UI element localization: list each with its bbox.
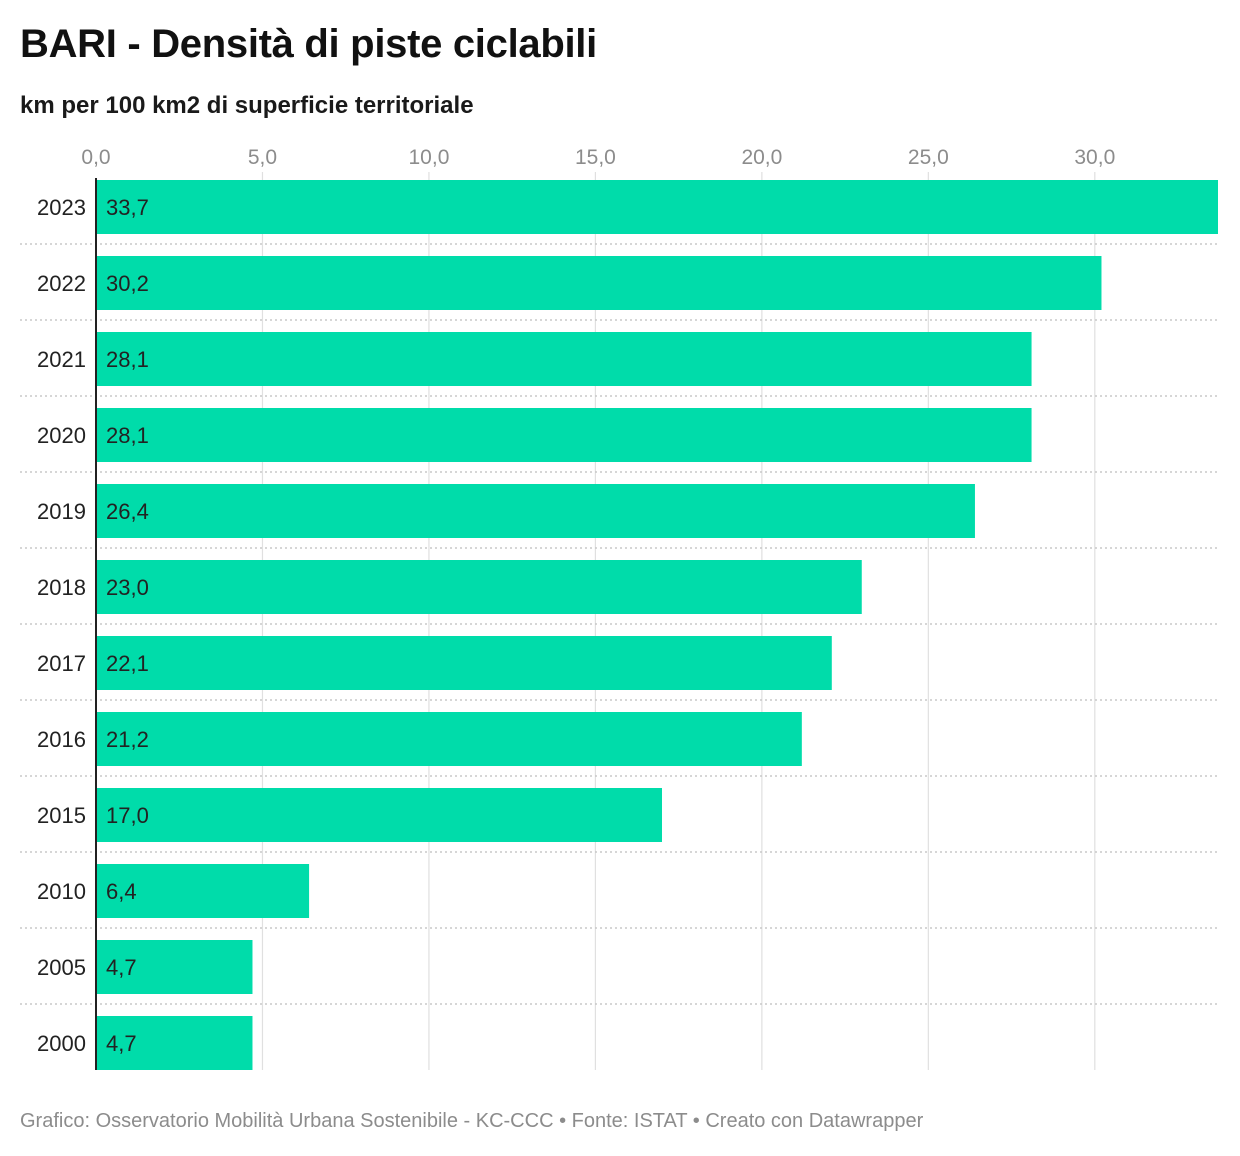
value-label: 21,2 — [106, 727, 149, 752]
bar-2000 — [96, 1016, 253, 1070]
bar-2018 — [96, 560, 862, 614]
category-label: 2023 — [37, 195, 86, 220]
bar-2010 — [96, 864, 310, 918]
value-label: 33,7 — [106, 195, 149, 220]
bar-2005 — [96, 940, 253, 994]
bar-2021 — [96, 332, 1032, 386]
value-label: 6,4 — [106, 879, 137, 904]
x-tick-label: 5,0 — [248, 146, 277, 169]
category-label: 2015 — [37, 803, 86, 828]
category-label: 2010 — [37, 879, 86, 904]
bar-2015 — [96, 788, 662, 842]
x-tick-label: 15,0 — [575, 146, 616, 169]
value-label: 28,1 — [106, 347, 149, 372]
bar-2016 — [96, 712, 802, 766]
category-label: 2020 — [37, 423, 86, 448]
category-label: 2016 — [37, 727, 86, 752]
x-tick-label: 0,0 — [81, 146, 110, 169]
bar-2023 — [96, 180, 1218, 234]
bars — [96, 180, 1218, 1070]
labels: 0,0 5,0 10,0 15,0 20,0 25,0 30,0 2023 33,7 2022 30… — [37, 146, 1115, 1056]
value-label: 26,4 — [106, 499, 149, 524]
category-label: 2018 — [37, 575, 86, 600]
category-label: 2017 — [37, 651, 86, 676]
x-tick-label: 30,0 — [1074, 146, 1115, 169]
value-label: 23,0 — [106, 575, 149, 600]
category-label: 2022 — [37, 271, 86, 296]
chart-title: BARI - Densità di piste ciclabili — [20, 22, 597, 66]
chart-footer: Grafico: Osservatorio Mobilità Urbana So… — [20, 1110, 924, 1132]
bar-2019 — [96, 484, 975, 538]
chart-subtitle: km per 100 km2 di superficie territorial… — [20, 92, 474, 119]
x-tick-label: 10,0 — [409, 146, 450, 169]
x-tick-label: 20,0 — [741, 146, 782, 169]
category-label: 2000 — [37, 1031, 86, 1056]
category-label: 2021 — [37, 347, 86, 372]
category-label: 2019 — [37, 499, 86, 524]
value-label: 17,0 — [106, 803, 149, 828]
value-label: 4,7 — [106, 1031, 137, 1056]
value-label: 4,7 — [106, 955, 137, 980]
x-tick-label: 25,0 — [908, 146, 949, 169]
bar-2022 — [96, 256, 1102, 310]
value-label: 22,1 — [106, 651, 149, 676]
value-label: 28,1 — [106, 423, 149, 448]
gridlines — [261, 172, 1096, 1070]
bar-2017 — [96, 636, 832, 690]
category-label: 2005 — [37, 955, 86, 980]
value-label: 30,2 — [106, 271, 149, 296]
bar-2020 — [96, 408, 1032, 462]
